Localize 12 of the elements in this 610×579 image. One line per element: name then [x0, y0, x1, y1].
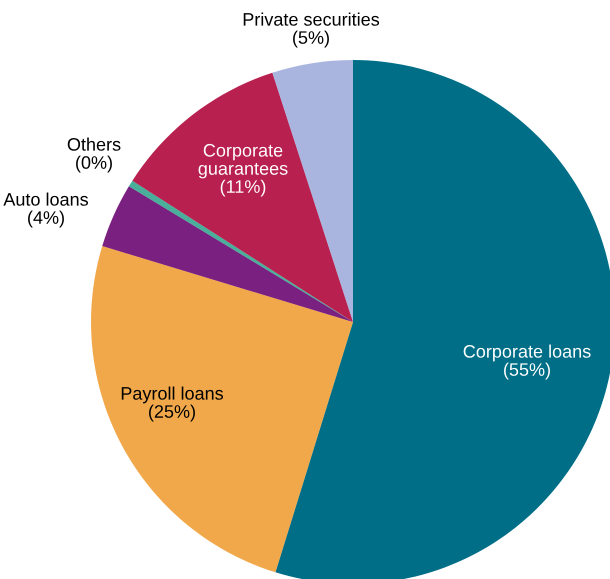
data-label: (25%) — [149, 404, 195, 422]
data-label: (4%) — [28, 210, 64, 228]
slice-label: Others — [68, 138, 120, 151]
slice-label: Corporate guarantees — [198, 144, 288, 178]
slice-label: Corporate loans — [464, 344, 591, 362]
slice-label: Auto loans — [3, 192, 88, 206]
data-label: (0%) — [76, 156, 112, 172]
slice-label: Private securities — [244, 12, 380, 26]
data-label: (55%) — [504, 362, 550, 380]
data-label: (11%) — [220, 180, 266, 197]
data-label: (5%) — [293, 30, 329, 48]
slice-label: Payroll loans — [122, 386, 224, 404]
